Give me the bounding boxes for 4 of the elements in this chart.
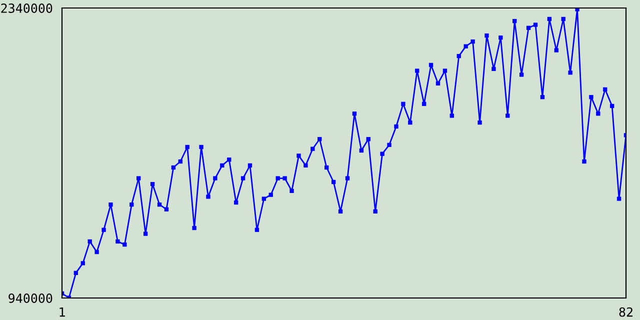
y-tick-label: 940000 <box>8 294 52 303</box>
y-tick-label: 2340000 <box>1 4 52 13</box>
x-tick-label: 1 <box>60 307 65 317</box>
x-tick-label: 82 <box>619 307 632 317</box>
